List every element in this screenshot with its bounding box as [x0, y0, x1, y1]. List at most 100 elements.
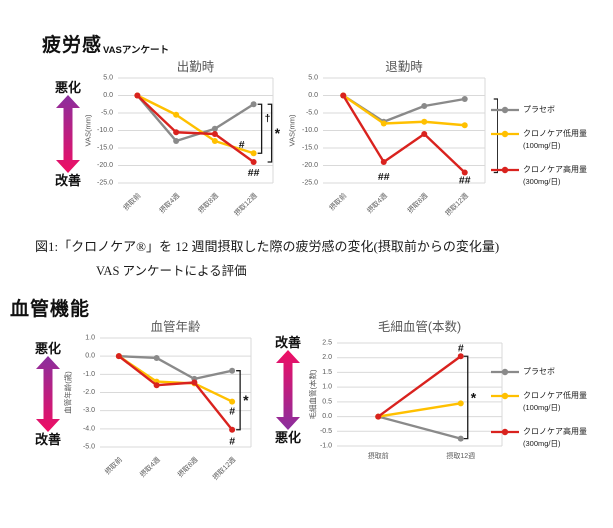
significance-label: * — [471, 389, 477, 405]
legend-marker-dot — [501, 428, 509, 435]
x-tick-label: 摂取4週 — [157, 191, 181, 215]
chart-canvas: 血管年齢 1.0 0.0 -1.0 -2.0 -3.0 -4.0 -5.0 摂取前 摂取4週 摂取8… — [63, 319, 252, 482]
significance-bracket — [257, 103, 263, 154]
y-tick-label: -5.0 — [101, 110, 113, 117]
y-tick-label: -3.0 — [83, 407, 95, 414]
direction-indicator-fatigue-left: 悪化 改善 — [47, 80, 89, 188]
data-point-marker — [134, 92, 141, 99]
direction-indicator-capillary: 改善 悪化 — [267, 335, 309, 445]
indicator-bottom-label: 改善 — [54, 173, 81, 188]
significance-label: * — [275, 125, 281, 141]
data-point-marker — [340, 92, 347, 99]
significance-bracket — [236, 370, 241, 431]
double-arrow-shape — [56, 95, 80, 173]
legend-marker-dot — [501, 392, 509, 399]
legend-item-sublabel: (100mg/日) — [523, 403, 561, 412]
data-point-marker — [380, 159, 387, 165]
legend-marker-icon — [491, 166, 519, 173]
data-point-marker — [250, 159, 257, 165]
legend-item-sublabel: (300mg/日) — [523, 439, 561, 448]
data-point-marker — [250, 101, 257, 108]
chart-canvas: 毛細血管(本数) 2.5 2.0 1.5 1.0 0.5 0.0 -0.5 -1.0 摂取前 摂取1… — [308, 319, 503, 460]
legend-item-sublabel: (100mg/日) — [523, 141, 561, 150]
data-point-marker — [173, 111, 180, 118]
data-point-marker — [153, 354, 160, 361]
legend-item-row: クロノケア高用量 — [490, 164, 610, 175]
section-title-vascular: 血管機能 — [10, 299, 91, 320]
annotation-label: # — [229, 406, 235, 418]
y-tick-label: 0.0 — [103, 92, 113, 99]
y-axis-title: VAS(mm) — [288, 114, 297, 146]
legend-marker-icon — [491, 368, 519, 375]
double-arrow-shape — [276, 350, 300, 430]
y-tick-label: 5.0 — [103, 75, 113, 82]
y-tick-label: -5.0 — [306, 110, 318, 117]
section-title-fatigue: 疲労感 — [42, 35, 103, 56]
chart-shukkin: 出勤時 5.0 0.0 -5.0 -10.0 -15.0 -20.0 -25.0 摂取前 摂取4週… — [78, 58, 283, 237]
legend-marker-icon — [491, 428, 519, 435]
legend-item: クロノケア高用量 (300mg/日) — [490, 426, 610, 449]
x-tick-label: 摂取4週 — [365, 191, 389, 215]
x-tick-label: 摂取8週 — [405, 191, 429, 215]
data-point-marker — [173, 129, 180, 136]
data-point-marker — [211, 125, 218, 132]
x-tick-label: 摂取12週 — [211, 455, 238, 482]
y-tick-label: 2.0 — [322, 354, 332, 361]
data-point-marker — [461, 96, 468, 102]
y-tick-label: 0.0 — [322, 413, 332, 420]
series-line — [136, 94, 254, 155]
legend-fatigue: プラセボ クロノケア低用量 (100mg/日) クロノケア高用量 (300mg/日) — [490, 104, 610, 200]
section-subtitle-vas: VASアンケート — [103, 45, 169, 56]
data-point-marker — [229, 398, 236, 405]
y-tick-label: -5.0 — [83, 444, 95, 451]
chart-title: 退勤時 — [385, 60, 423, 74]
data-point-marker — [457, 435, 464, 442]
y-tick-label: 0.0 — [308, 92, 318, 99]
indicator-top-label: 悪化 — [34, 341, 61, 356]
legend-item-row: クロノケア低用量 — [490, 128, 610, 139]
y-tick-label: -1.0 — [320, 443, 332, 450]
chart-canvas: 退勤時 5.0 0.0 -5.0 -10.0 -15.0 -20.0 -25.0 摂取前 摂取4週… — [288, 60, 507, 218]
indicator-bottom-label: 悪化 — [274, 430, 301, 445]
data-point-marker — [173, 138, 180, 144]
x-tick-label: 摂取前 — [103, 455, 124, 476]
y-tick-label: 0.5 — [322, 398, 332, 405]
y-tick-label: -25.0 — [302, 180, 318, 187]
y-tick-label: -1.0 — [83, 371, 95, 378]
y-tick-label: -10.0 — [97, 127, 113, 134]
y-axis-title: 毛細血管(本数) — [308, 369, 318, 419]
legend-marker-dot — [501, 166, 509, 173]
data-point-marker — [229, 367, 236, 374]
legend-item: クロノケア低用量 (100mg/日) — [490, 390, 610, 413]
annotation-label: ## — [459, 175, 471, 187]
data-point-marker — [421, 118, 428, 125]
series-line — [377, 415, 462, 440]
legend-item: プラセボ — [490, 366, 610, 377]
y-tick-label: 2.5 — [322, 340, 332, 347]
double-arrow-icon — [56, 95, 80, 173]
legend-item-row: クロノケア低用量 — [490, 390, 610, 401]
series-line — [118, 355, 234, 431]
legend-item-label: クロノケア低用量 — [523, 391, 587, 400]
x-tick-label: 摂取12週 — [446, 451, 475, 460]
data-point-marker — [191, 379, 198, 386]
indicator-top-label: 悪化 — [54, 80, 81, 95]
data-point-marker — [115, 353, 122, 360]
series-line — [342, 94, 465, 127]
figure-caption-line2: VAS アンケートによる評価 — [96, 264, 247, 278]
legend-item: プラセボ — [490, 104, 610, 115]
y-axis-title: 血管年齢(歳) — [63, 371, 73, 414]
data-point-marker — [153, 382, 160, 389]
legend-marker-icon — [491, 130, 519, 137]
double-arrow-shape — [36, 356, 60, 432]
chart-title: 出勤時 — [177, 60, 215, 74]
legend-item-row: プラセボ — [490, 104, 610, 115]
double-arrow-icon — [276, 350, 300, 430]
data-point-marker — [250, 150, 257, 157]
data-point-marker — [421, 103, 428, 109]
data-point-marker — [229, 426, 236, 433]
legend-item-label: クロノケア高用量 — [523, 165, 587, 174]
legend-marker-dot — [501, 130, 509, 137]
chart-taikin: 退勤時 5.0 0.0 -5.0 -10.0 -15.0 -20.0 -25.0 摂取前 摂取4週… — [283, 58, 507, 237]
